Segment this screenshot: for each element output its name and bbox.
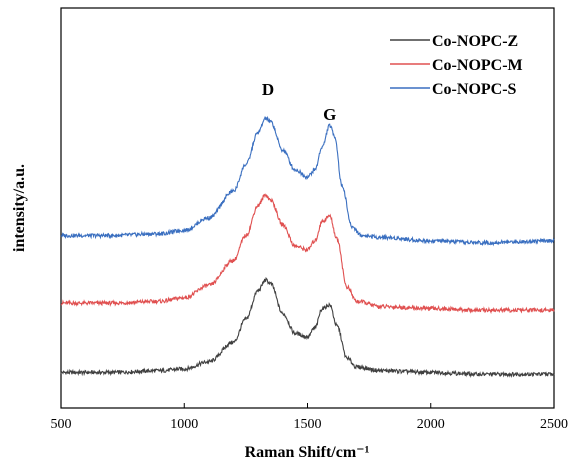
- peak-label-d: D: [262, 80, 274, 99]
- legend-label-co-nopc-s: Co-NOPC-S: [432, 81, 517, 98]
- peak-annotations: DG: [262, 80, 336, 124]
- x-tick-label: 1000: [170, 417, 198, 432]
- series-line-co-nopc-s: [60, 115, 555, 247]
- legend-label-co-nopc-z: Co-NOPC-Z: [432, 33, 518, 50]
- x-tick-label: 1500: [294, 417, 322, 432]
- x-tick-label: 500: [51, 417, 72, 432]
- x-axis-label: Raman Shift/cm⁻¹: [245, 444, 370, 461]
- series-line-co-nopc-m: [60, 193, 555, 315]
- legend: Co-NOPC-Z Co-NOPC-M Co-NOPC-S: [390, 33, 523, 98]
- x-tick-label: 2000: [417, 417, 445, 432]
- y-axis-label: intensity/a.u.: [11, 164, 28, 252]
- x-axis-ticks: 500 1000 1500 2000 2500: [51, 403, 568, 432]
- legend-label-co-nopc-m: Co-NOPC-M: [432, 57, 523, 74]
- x-tick-label: 2500: [540, 417, 568, 432]
- peak-label-g: G: [323, 105, 336, 124]
- series-layer: [60, 115, 555, 379]
- series-line-co-nopc-z: [60, 276, 555, 379]
